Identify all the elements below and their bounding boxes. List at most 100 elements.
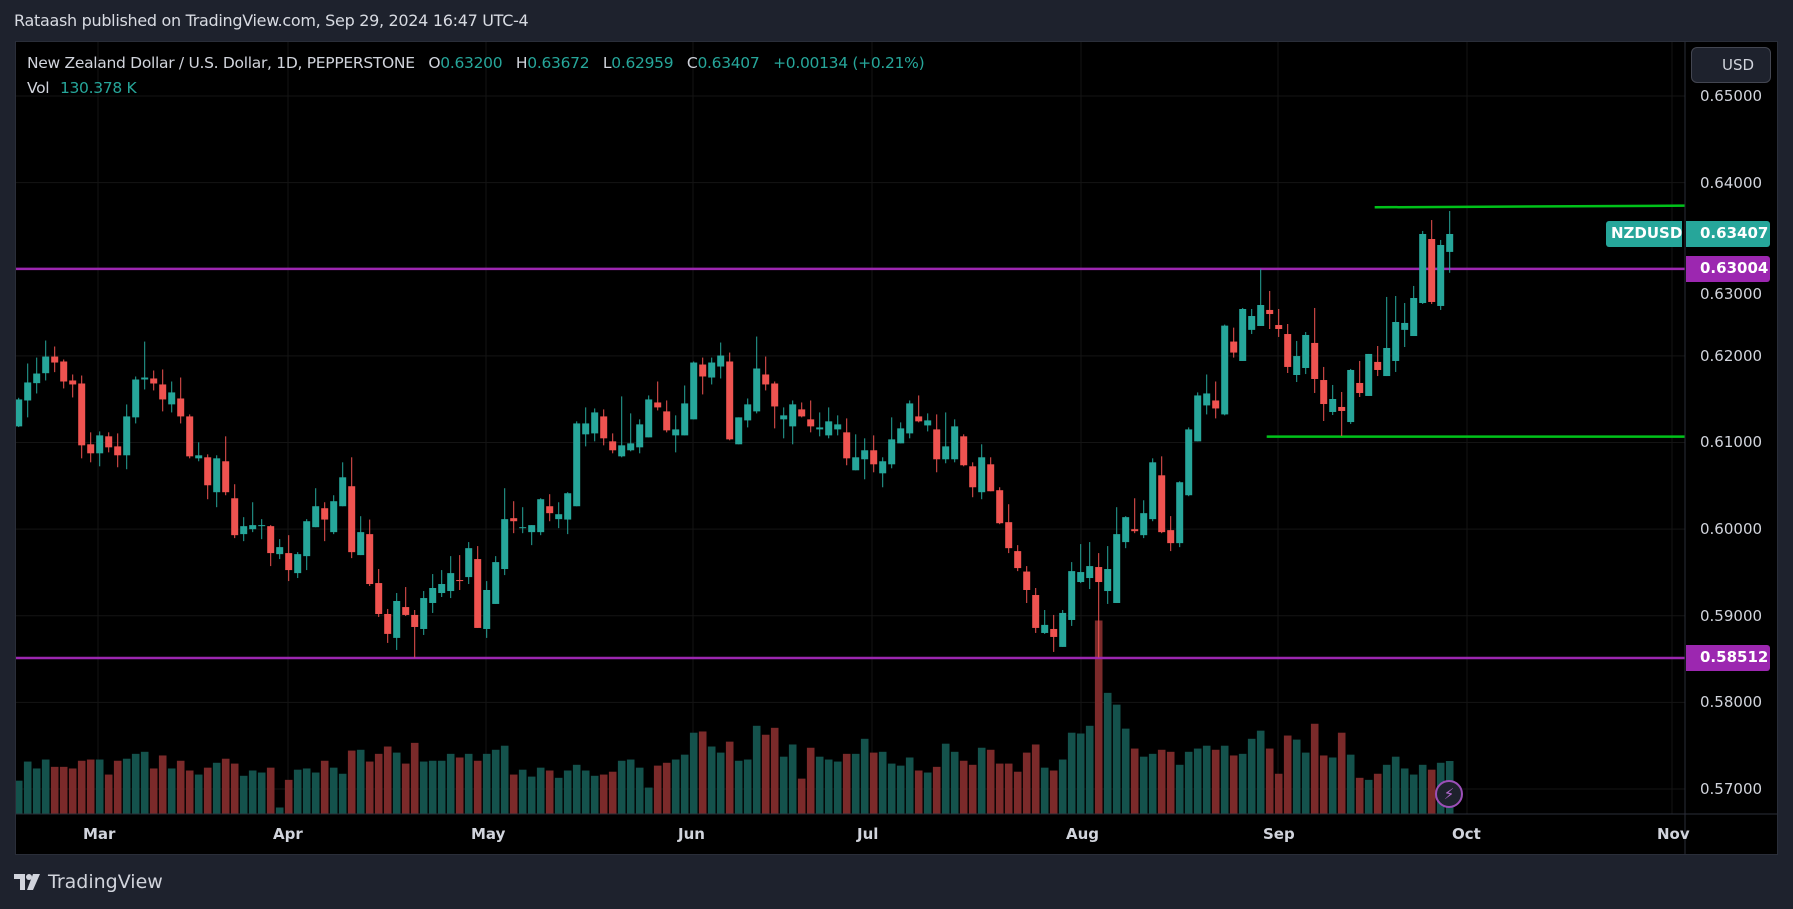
candle-body [1266,309,1274,315]
volume-bar [563,770,572,814]
candle-body [411,614,419,627]
volume-bar [410,742,419,814]
candle-body [600,416,608,439]
candle-body [1293,356,1301,376]
candle [42,340,50,381]
candle-body [402,607,410,615]
candle [447,556,455,599]
candle-body [969,466,977,488]
volume-value: 130.378 K [59,79,137,97]
volume-bar [941,743,950,814]
candle-body [807,419,815,427]
candle [708,357,716,385]
volume-bar [1139,756,1148,814]
volume-label: Vol [27,79,50,97]
symbol-legend[interactable]: New Zealand Dollar / U.S. Dollar, 1D, PE… [27,54,925,72]
candle-body [1428,239,1436,302]
volume-bar [50,766,59,814]
volume-bar [1418,764,1427,814]
volume-bar [455,757,464,814]
candle [24,363,32,418]
volume-legend[interactable]: Vol 130.378 K [27,79,137,97]
candle-body [726,361,734,440]
candle [771,381,779,429]
volume-bar [419,761,428,814]
candle [987,457,995,492]
last-price-tag: 0.63407 [1686,220,1770,247]
volume-bar [1355,777,1364,814]
candle-body [861,450,869,460]
volume-bar [230,763,239,814]
low-label: L [602,54,612,72]
candle [1059,610,1067,647]
candle [1239,307,1247,361]
candle [1293,340,1301,383]
candle [879,457,887,488]
price-tick-label: 0.63000 [1700,284,1763,303]
candle [537,498,545,536]
candle [195,442,203,462]
volume-bar [1310,723,1319,814]
volume-bar [716,752,725,814]
candle-body [357,532,365,556]
tradingview-logo[interactable]: TradingView [14,871,163,893]
candle-body [717,355,725,367]
candle-body [960,436,968,466]
volume-bar [536,767,545,814]
candle-body [519,527,527,529]
volume-bar [779,756,788,814]
candle-body [321,508,329,520]
candle-body [987,464,995,492]
candle [348,457,356,559]
volume-bar [734,760,743,814]
candle [627,413,635,452]
candle [1437,239,1445,310]
candle [672,415,680,453]
time-tick-label: Jul [857,825,879,843]
volume-bar [1049,770,1058,814]
low-value: 0.62959 [611,54,674,72]
candle [60,359,68,389]
candle-body [1338,406,1346,411]
volume-bar [770,727,779,814]
candle [1230,327,1238,358]
candle-body [555,514,563,520]
price-tick-label: 0.60000 [1700,520,1763,539]
candle-body [573,423,581,507]
close-label: C [686,54,698,72]
candle [438,570,446,598]
volume-series [16,620,1454,814]
volume-bar [1121,728,1130,814]
candle-body [546,506,554,514]
candle [78,375,86,459]
candle-body [1320,380,1328,405]
volume-bar [500,745,509,814]
time-tick-label: May [471,825,506,843]
volume-bar [554,777,563,814]
lightning-icon[interactable]: ⚡︎ [1435,780,1463,808]
candle [1446,211,1454,273]
tradingview-logo-icon [14,874,40,890]
time-tick-label: Oct [1452,825,1481,843]
candle [87,432,95,463]
volume-bar [167,768,176,814]
volume-bar [1274,773,1283,814]
candle-body [249,525,257,530]
candle-body [438,584,446,594]
volume-bar [761,734,770,814]
candle [204,454,212,500]
volume-bar [1067,732,1076,814]
volume-bar [1247,738,1256,814]
candle [1275,308,1283,337]
volume-bar [662,762,671,814]
candle [843,418,851,466]
candle-body [618,445,626,457]
volume-bar [905,757,914,814]
currency-button[interactable]: USD [1691,47,1771,83]
candle-body [1212,400,1220,409]
candle [717,342,725,379]
candle-body [1149,462,1157,520]
candle [258,519,266,540]
candle-body [1347,369,1355,423]
